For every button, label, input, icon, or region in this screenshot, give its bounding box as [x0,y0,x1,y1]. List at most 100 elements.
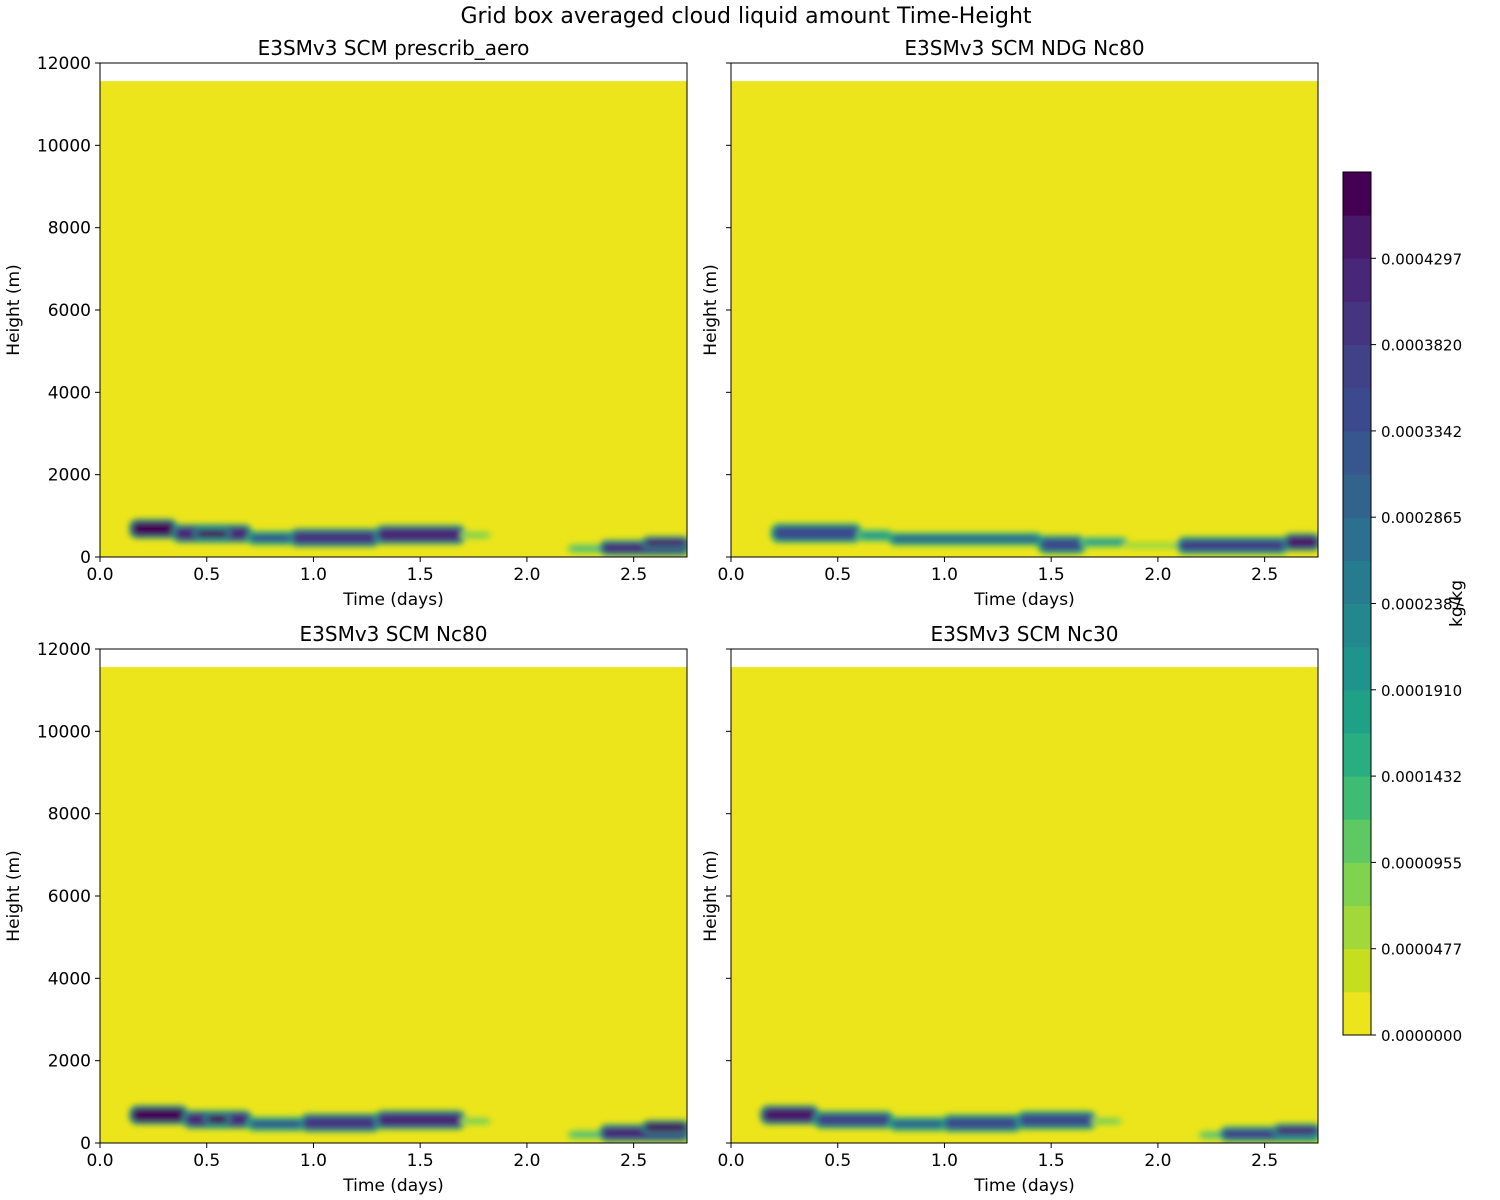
cloud-region [644,539,687,547]
colorbar-level [1343,430,1371,475]
cloud-region [196,530,229,538]
y-axis-label: Height (m) [4,850,24,941]
cloud-region [302,1116,378,1130]
cloud-region [132,522,175,536]
colorbar-tick-label: 0.0003342 [1381,423,1462,441]
cloud-region [816,1114,892,1126]
y-axis-label: Height (m) [701,850,721,941]
x-tick-label: 1.0 [931,565,958,585]
x-axis-label: Time (days) [973,1176,1074,1196]
x-tick-label: 0.5 [193,565,220,585]
colorbar-level [1343,215,1371,259]
cloud-region [1179,539,1286,552]
x-tick-label: 1.5 [1038,565,1065,585]
panel-4: 0.0 0.5 1.0 1.5 2.0 2.5 E3SMv3 SCM Nc30 Time (d… [701,622,1319,1196]
colorbar-tick-label: 0.0002865 [1381,509,1462,527]
colorbar-tick-label: 0.0000955 [1381,854,1462,872]
colorbar-level [1343,344,1371,389]
colorbar-tick-label: 0.0001432 [1381,768,1462,786]
y-axis-label: Height (m) [4,264,24,355]
x-tick-label: 1.5 [407,565,434,585]
y-tick-label: 8000 [48,219,91,239]
field-background [100,667,687,1143]
y-tick-label: 10000 [37,722,91,742]
colorbar-level [1343,474,1371,518]
y-tick-label: 12000 [37,54,91,74]
panel-title: E3SMv3 SCM Nc30 [931,622,1119,646]
y-tick-label: 8000 [48,805,91,825]
x-tick-label: 0.5 [193,1151,220,1171]
panel-2: 0.0 0.5 1.0 1.5 2.0 2.5 E3SMv3 SCM NDG Nc80 Tim… [701,36,1319,610]
colorbar-level [1343,991,1371,1036]
cloud-region [249,533,293,543]
figure-title: Grid box averaged cloud liquid amount Ti… [460,4,1031,29]
cloud-region [377,528,463,542]
y-tick-label: 2000 [48,466,91,486]
y-tick-label: 10000 [37,136,91,156]
x-tick-label: 2.5 [1251,1151,1278,1171]
x-tick-label: 1.5 [407,1151,434,1171]
y-tick-label: 0 [80,1134,91,1154]
colorbar-level [1343,732,1371,777]
colorbar-level [1343,776,1371,820]
cloud-region [569,1132,602,1138]
cloud-region [292,531,378,544]
x-tick-label: 0.0 [86,1151,113,1171]
field-background [731,81,1318,557]
cloud-region [891,1119,945,1129]
x-tick-label: 0.0 [717,1151,744,1171]
x-tick-label: 2.5 [620,565,647,585]
cloud-region [859,532,892,539]
field-background [731,667,1318,1143]
x-tick-label: 1.0 [931,1151,958,1171]
colorbar-level [1343,172,1371,216]
colorbar-tick-label: 0.0001910 [1381,682,1462,700]
colorbar-tick-label: 0.0003820 [1381,337,1462,355]
colorbar-tick-label: 0.0002387 [1381,596,1462,614]
colorbar-level [1343,819,1371,863]
x-tick-label: 1.5 [1038,1151,1065,1171]
panel-title: E3SMv3 SCM NDG Nc80 [904,36,1144,60]
cloud-region [1275,1126,1318,1135]
cloud-region [1083,539,1126,545]
colorbar-level [1343,689,1371,734]
colorbar-level [1343,387,1371,432]
y-tick-label: 6000 [48,887,91,907]
x-axis-label: Time (days) [342,1176,443,1196]
colorbar-level [1343,646,1371,691]
x-tick-label: 0.5 [824,1151,851,1171]
panel-title: E3SMv3 SCM prescrib_aero [258,36,530,60]
y-tick-label: 4000 [48,383,91,403]
cloud-region [1040,538,1084,551]
y-tick-label: 4000 [48,969,91,989]
x-tick-label: 1.0 [300,565,327,585]
cloud-region [249,1119,303,1129]
y-tick-label: 12000 [37,640,91,660]
panel-title: E3SMv3 SCM Nc80 [300,622,488,646]
panel-3: 0.0 0.5 1.0 1.5 2.0 2.5 0 2000 4000 6000 8000 10000… [4,622,688,1196]
y-tick-label: 0 [80,548,91,568]
colorbar-level [1343,301,1371,346]
x-tick-label: 2.0 [513,1151,540,1171]
cloud-liquid-field [129,1105,687,1142]
cloud-region [1285,536,1318,548]
cloud-region [1125,543,1180,548]
y-tick-label: 6000 [48,301,91,321]
colorbar-level [1343,948,1371,993]
cloud-liquid-field [760,1105,1318,1142]
field-background [100,81,687,557]
cloud-region [891,535,1041,543]
panel-1: 0.0 0.5 1.0 1.5 2.0 2.5 0 2000 4000 6000 8000 10000… [4,36,688,610]
cloud-region [206,1115,229,1124]
cloud-region [462,1119,489,1123]
x-tick-label: 0.0 [86,565,113,585]
colorbar-tick-label: 0.0004297 [1381,250,1462,268]
colorbar-tick-label: 0.0000000 [1381,1027,1462,1045]
cloud-region [1019,1114,1094,1127]
cloud-region [773,526,860,540]
colorbar-level [1343,560,1371,604]
colorbar-level [1343,517,1371,561]
x-tick-label: 2.5 [620,1151,647,1171]
y-tick-label: 2000 [48,1052,91,1072]
